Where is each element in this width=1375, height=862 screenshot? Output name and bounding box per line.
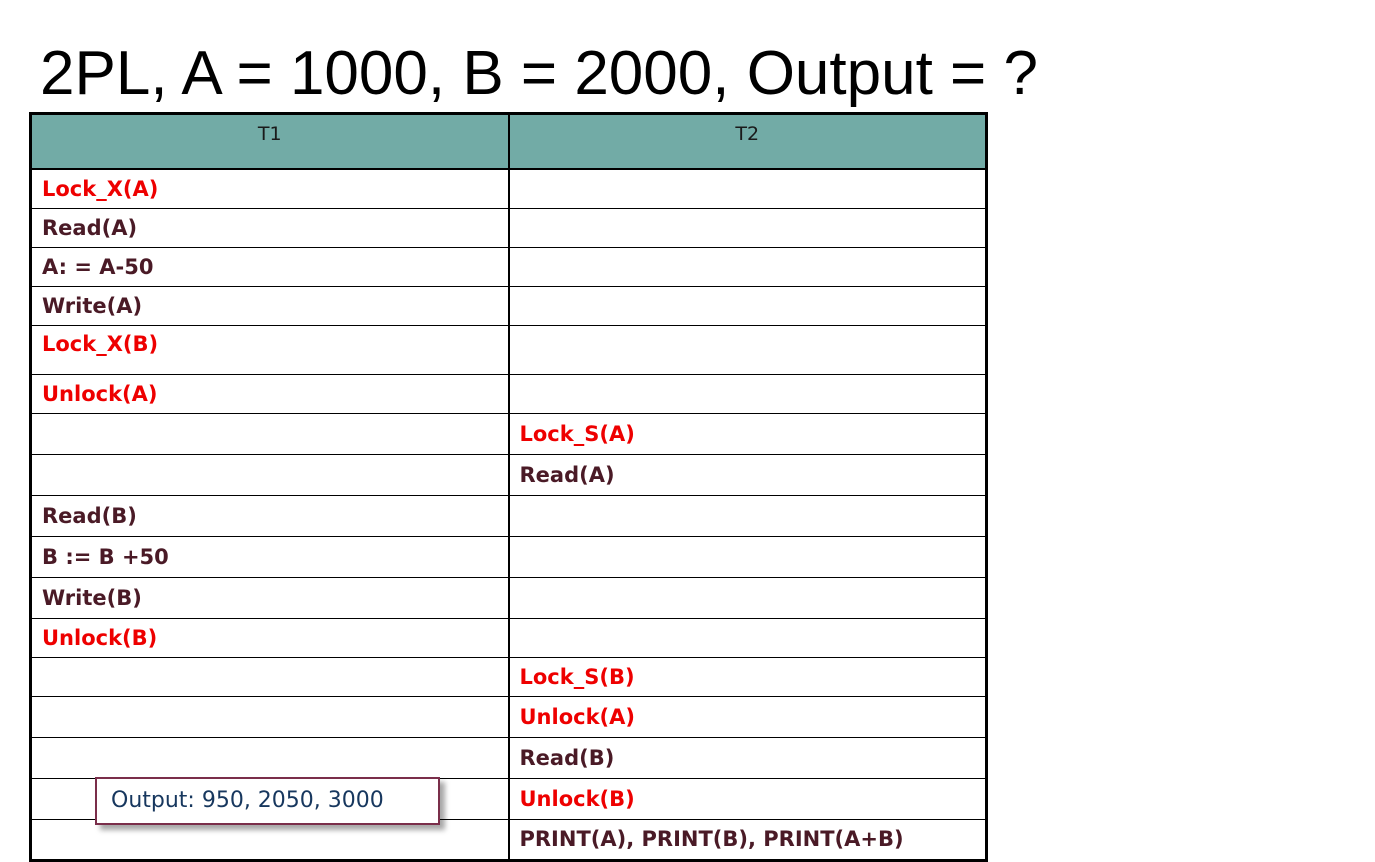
t2-cell	[507, 576, 988, 619]
table-row: Lock_S(B)	[29, 656, 988, 697]
table-row: Lock_X(B)	[29, 324, 988, 375]
t2-cell	[507, 285, 988, 326]
table-row: Write(B)	[29, 576, 988, 619]
column-header-t2: T2	[507, 112, 988, 170]
table-row: B := B +50	[29, 535, 988, 578]
table-row: Write(A)	[29, 285, 988, 326]
t1-cell: Write(B)	[29, 576, 510, 619]
table-row: Lock_X(A)	[29, 168, 988, 209]
table-row: Lock_S(A)	[29, 412, 988, 455]
table-row: Read(B)	[29, 494, 988, 537]
t1-cell: Unlock(A)	[29, 373, 510, 414]
t1-cell	[29, 412, 510, 455]
t1-cell	[29, 656, 510, 697]
output-callout: Output: 950, 2050, 3000	[95, 777, 440, 825]
t1-cell: A: = A-50	[29, 246, 510, 287]
table-row: Read(B)	[29, 736, 988, 779]
t2-cell	[507, 373, 988, 414]
table-row: PRINT(A), PRINT(B), PRINT(A+B)	[29, 818, 988, 861]
table-row: Unlock(B)	[29, 617, 988, 658]
t2-cell	[507, 535, 988, 578]
table-row: Read(A)	[29, 453, 988, 496]
t1-cell: Lock_X(A)	[29, 168, 510, 209]
t2-cell	[507, 207, 988, 248]
t2-cell	[507, 324, 988, 375]
table-row: A: = A-50	[29, 246, 988, 287]
t1-cell: B := B +50	[29, 535, 510, 578]
t2-cell: Lock_S(A)	[507, 412, 988, 455]
t2-cell: Read(B)	[507, 736, 988, 779]
t1-cell: Unlock(B)	[29, 617, 510, 658]
column-header-t1: T1	[29, 112, 510, 170]
t1-cell	[29, 736, 510, 779]
t1-cell	[29, 453, 510, 496]
t2-cell: PRINT(A), PRINT(B), PRINT(A+B)	[507, 818, 988, 861]
schedule-table: T1 T2 Lock_X(A) Read(A) A: = A-50 Write(…	[29, 112, 988, 862]
t2-cell: Unlock(B)	[507, 777, 988, 820]
table-row: Unlock(A)	[29, 695, 988, 738]
t2-cell	[507, 494, 988, 537]
t2-cell: Unlock(A)	[507, 695, 988, 738]
t1-cell: Lock_X(B)	[29, 324, 510, 375]
t2-cell	[507, 246, 988, 287]
t1-cell	[29, 695, 510, 738]
t1-cell: Write(A)	[29, 285, 510, 326]
table-row: Read(A)	[29, 207, 988, 248]
t2-cell: Read(A)	[507, 453, 988, 496]
slide-title: 2PL, A = 1000, B = 2000, Output = ?	[40, 39, 1038, 108]
t1-cell	[29, 818, 510, 861]
t1-cell: Read(A)	[29, 207, 510, 248]
t2-cell: Lock_S(B)	[507, 656, 988, 697]
table-row: Unlock(A)	[29, 373, 988, 414]
t2-cell	[507, 168, 988, 209]
t2-cell	[507, 617, 988, 658]
t1-cell: Read(B)	[29, 494, 510, 537]
header-row: T1 T2	[29, 112, 988, 170]
